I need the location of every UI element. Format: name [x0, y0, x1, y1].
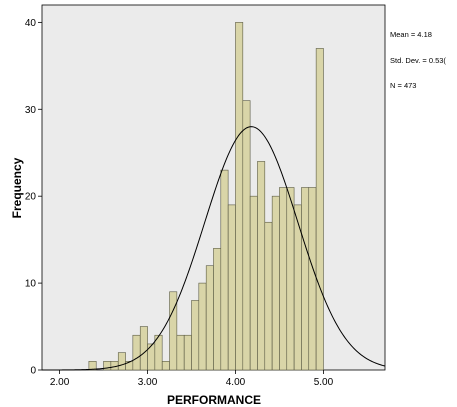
y-tick-label: 40 [25, 18, 37, 29]
histogram-bar [308, 187, 317, 371]
histogram-bar [139, 326, 148, 371]
x-axis-title: PERFORMANCE [167, 393, 261, 407]
y-axis-title: Frequency [10, 157, 24, 218]
histogram-bar [198, 282, 207, 371]
y-tick-label: 30 [25, 105, 37, 116]
histogram-bar [205, 265, 214, 371]
histogram-bar [249, 195, 258, 371]
stats-n: N = 473 [390, 81, 417, 90]
histogram-bar [257, 161, 266, 371]
x-tick-label: 3.00 [138, 377, 158, 388]
histogram-bar [117, 352, 126, 371]
x-tick-label: 5.00 [314, 377, 334, 388]
histogram-bar [235, 22, 244, 371]
histogram-bar [301, 187, 310, 371]
histogram-bar [183, 334, 192, 371]
y-axis: 0 10 20 30 40 [25, 18, 42, 377]
histogram-bar [227, 204, 236, 371]
histogram-bar [279, 187, 288, 371]
stats-box: Mean = 4.18 Std. Dev. = 0.53( N = 473 [390, 14, 446, 99]
bars-group [88, 22, 324, 371]
histogram-bar [242, 100, 251, 371]
y-tick-label: 0 [30, 366, 36, 377]
histogram-bar [169, 291, 178, 371]
histogram-bar [271, 195, 280, 371]
histogram-bar [154, 334, 163, 371]
histogram-bar [213, 248, 222, 371]
x-tick-label: 4.00 [226, 377, 246, 388]
normal-curve [42, 126, 386, 371]
x-axis: 2.00 3.00 4.00 5.00 [50, 370, 334, 388]
y-tick-label: 20 [25, 192, 37, 203]
histogram-bar [132, 334, 141, 371]
histogram-bar [286, 187, 295, 371]
stats-std-dev: Std. Dev. = 0.53( [390, 55, 446, 65]
histogram-bar [220, 169, 229, 371]
histogram-bar [88, 361, 97, 371]
histogram-bar [191, 300, 200, 371]
histogram-bar [315, 48, 324, 371]
histogram-bar [176, 334, 185, 371]
x-tick-label: 2.00 [50, 377, 70, 388]
histogram-bar [264, 221, 273, 371]
histogram-bar [161, 361, 170, 371]
stats-mean: Mean = 4.18 [390, 30, 432, 39]
y-tick-label: 10 [25, 279, 37, 290]
